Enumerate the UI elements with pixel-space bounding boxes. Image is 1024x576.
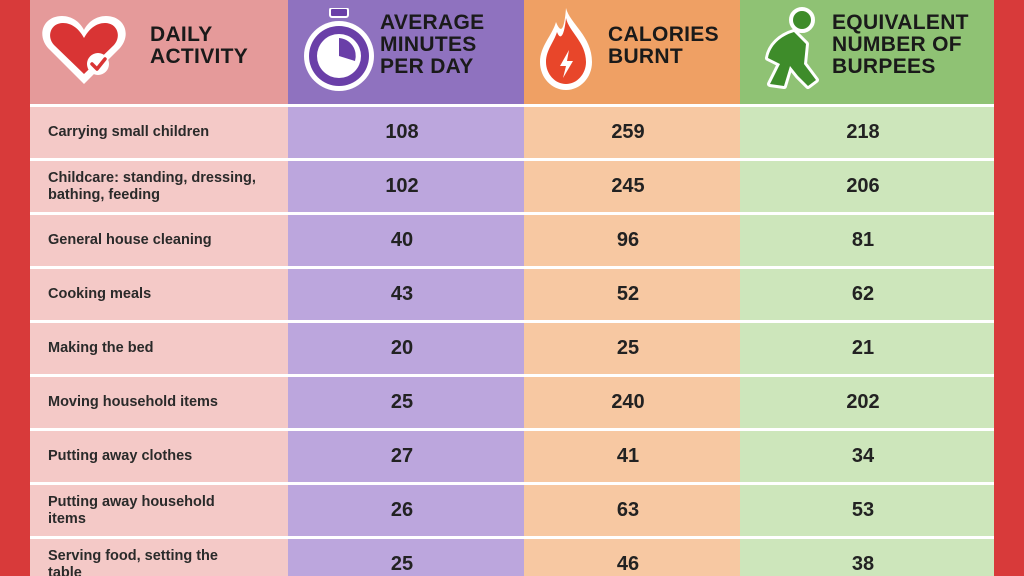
minutes-value: 108 — [385, 121, 419, 143]
minutes-value: 40 — [390, 229, 414, 251]
burpees-value: 206 — [846, 175, 880, 197]
activity-label-line: Putting away clothes — [48, 448, 193, 464]
burpees-value: 62 — [851, 283, 875, 305]
calories-value: 52 — [616, 283, 640, 305]
activity-label-line: Childcare: standing, dressing, — [48, 169, 256, 186]
activity-cell: Childcare: standing, dressing, bathing, f… — [30, 161, 288, 212]
table-row: Childcare: standing, dressing, bathing, f… — [30, 158, 994, 212]
activity-label-line: items — [48, 510, 86, 527]
burpees-value: 38 — [851, 553, 875, 575]
activity-label-line: Moving household items — [48, 394, 218, 410]
minutes-cell: 43 — [288, 269, 524, 320]
burpees-cell: 81 — [740, 215, 994, 266]
burpees-value: 202 — [846, 391, 880, 413]
minutes-cell: 25 — [288, 377, 524, 428]
activity-cell: Putting away household items — [30, 485, 288, 536]
table-row: Putting away household items 26 63 53 — [30, 482, 994, 536]
stopwatch-icon — [304, 8, 374, 91]
minutes-cell: 102 — [288, 161, 524, 212]
minutes-cell: 40 — [288, 215, 524, 266]
calories-cell: 63 — [524, 485, 740, 536]
calories-cell: 46 — [524, 539, 740, 576]
burpees-cell: 53 — [740, 485, 994, 536]
table-header: DAILY ACTIVITY AVERAGE MINUTES PER DAY — [30, 0, 994, 104]
activity-cell: Making the bed — [30, 323, 288, 374]
burpees-value: 81 — [851, 229, 875, 251]
table-row: Serving food, setting the table 25 46 38 — [30, 536, 994, 576]
table-row: Putting away clothes 27 41 34 — [30, 428, 994, 482]
minutes-cell: 26 — [288, 485, 524, 536]
header-activity-title: DAILY ACTIVITY — [150, 23, 249, 68]
infographic-table: DAILY ACTIVITY AVERAGE MINUTES PER DAY — [30, 0, 994, 576]
activity-label-line: General house cleaning — [48, 232, 212, 248]
minutes-cell: 27 — [288, 431, 524, 482]
calories-value: 259 — [611, 121, 645, 143]
activity-cell: General house cleaning — [30, 215, 288, 266]
minutes-value: 20 — [390, 337, 414, 359]
calories-cell: 41 — [524, 431, 740, 482]
activity-label-line: Making the bed — [48, 340, 154, 356]
burpees-value: 218 — [846, 121, 880, 143]
header-calories-title: CALORIES BURNT — [608, 23, 719, 68]
header-burpees-title: EQUIVALENT NUMBER OF BURPEES — [832, 11, 969, 78]
table-row: Cooking meals 43 52 62 — [30, 266, 994, 320]
burpees-cell: 21 — [740, 323, 994, 374]
table-row: Carrying small children 108 259 218 — [30, 104, 994, 158]
minutes-cell: 108 — [288, 107, 524, 158]
calories-value: 46 — [616, 553, 640, 575]
calories-value: 63 — [616, 499, 640, 521]
header-minutes: AVERAGE MINUTES PER DAY — [288, 0, 524, 104]
activity-label-line: Cooking meals — [48, 286, 152, 302]
activity-label-line: Carrying small children — [48, 124, 210, 140]
table-body: Carrying small children 108 259 218 Childcar… — [30, 104, 994, 576]
burpees-cell: 206 — [740, 161, 994, 212]
activity-cell: Carrying small children — [30, 107, 288, 158]
header-activity: DAILY ACTIVITY — [30, 0, 288, 104]
header-burpees: EQUIVALENT NUMBER OF BURPEES — [740, 0, 994, 104]
squatting-figure-icon — [765, 7, 819, 89]
minutes-value: 27 — [390, 445, 414, 467]
activity-cell: Putting away clothes — [30, 431, 288, 482]
calories-value: 240 — [611, 391, 645, 413]
calories-cell: 240 — [524, 377, 740, 428]
minutes-value: 43 — [390, 283, 414, 305]
activity-label-line: Putting away household — [48, 493, 215, 510]
table-row: Moving household items 25 240 202 — [30, 374, 994, 428]
header-calories: CALORIES BURNT — [524, 0, 740, 104]
calories-value: 96 — [616, 229, 640, 251]
calories-cell: 96 — [524, 215, 740, 266]
table-row: General house cleaning 40 96 81 — [30, 212, 994, 266]
activity-cell: Cooking meals — [30, 269, 288, 320]
minutes-value: 26 — [390, 499, 414, 521]
calories-cell: 52 — [524, 269, 740, 320]
burpees-cell: 38 — [740, 539, 994, 576]
activity-label-line: table — [48, 564, 82, 576]
calories-value: 41 — [616, 445, 640, 467]
minutes-value: 25 — [390, 391, 414, 413]
burpees-value: 53 — [851, 499, 875, 521]
burpees-value: 34 — [851, 445, 875, 467]
burpees-cell: 218 — [740, 107, 994, 158]
flame-icon — [540, 8, 592, 90]
burpees-cell: 202 — [740, 377, 994, 428]
header-minutes-title: AVERAGE MINUTES PER DAY — [380, 11, 485, 78]
calories-value: 245 — [611, 175, 645, 197]
calories-value: 25 — [616, 337, 640, 359]
minutes-value: 25 — [390, 553, 414, 575]
calories-cell: 25 — [524, 323, 740, 374]
calories-cell: 245 — [524, 161, 740, 212]
activity-cell: Serving food, setting the table — [30, 539, 288, 576]
calories-cell: 259 — [524, 107, 740, 158]
burpees-cell: 34 — [740, 431, 994, 482]
activity-label-line: bathing, feeding — [48, 186, 160, 203]
activity-cell: Moving household items — [30, 377, 288, 428]
minutes-value: 102 — [385, 175, 419, 197]
heart-check-icon — [42, 16, 126, 84]
minutes-cell: 20 — [288, 323, 524, 374]
burpees-cell: 62 — [740, 269, 994, 320]
minutes-cell: 25 — [288, 539, 524, 576]
table-row: Making the bed 20 25 21 — [30, 320, 994, 374]
activity-label-line: Serving food, setting the — [48, 547, 218, 564]
burpees-value: 21 — [851, 337, 875, 359]
